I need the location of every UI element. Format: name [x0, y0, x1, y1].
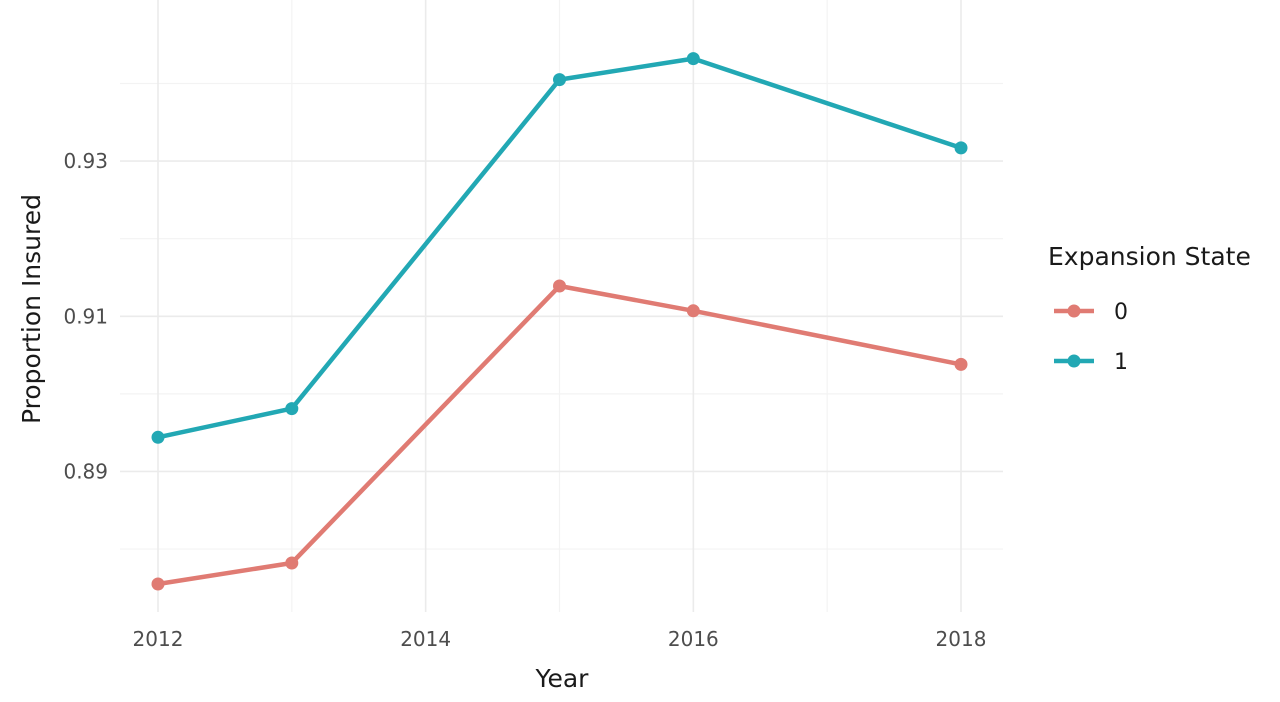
data-point-series-1	[954, 141, 968, 155]
data-point-series-0	[553, 279, 566, 293]
data-point-series-1	[285, 402, 299, 416]
x-axis-ticks: 2012 2014 2016 2018	[133, 627, 987, 651]
x-tick-label: 2014	[400, 627, 451, 651]
data-point-series-0	[151, 577, 165, 591]
legend-key-point-0	[1067, 304, 1081, 318]
y-tick-label: 0.93	[63, 149, 108, 173]
y-axis-ticks: 0.89 0.91 0.93	[63, 149, 108, 483]
data-point-series-0	[686, 304, 700, 318]
x-tick-label: 2016	[668, 627, 719, 651]
x-axis-title: Year	[535, 664, 590, 693]
y-tick-label: 0.89	[63, 459, 108, 483]
x-tick-label: 2012	[133, 627, 184, 651]
y-axis-title: Proportion Insured	[17, 194, 46, 424]
legend-label-0: 0	[1114, 300, 1128, 325]
data-point-series-1	[686, 52, 700, 66]
legend-key-point-1	[1067, 354, 1081, 368]
series-layer	[151, 52, 968, 591]
major-gridlines	[120, 0, 1003, 612]
data-point-series-1	[553, 73, 566, 87]
data-point-series-0	[954, 357, 968, 371]
legend-title: Expansion State	[1048, 242, 1251, 271]
x-tick-label: 2018	[936, 627, 987, 651]
data-point-series-1	[151, 430, 165, 444]
data-point-series-0	[285, 556, 299, 570]
legend: Expansion State 01	[1048, 242, 1251, 375]
legend-label-1: 1	[1114, 350, 1128, 375]
legend-items: 01	[1054, 300, 1128, 375]
y-tick-label: 0.91	[63, 304, 108, 328]
